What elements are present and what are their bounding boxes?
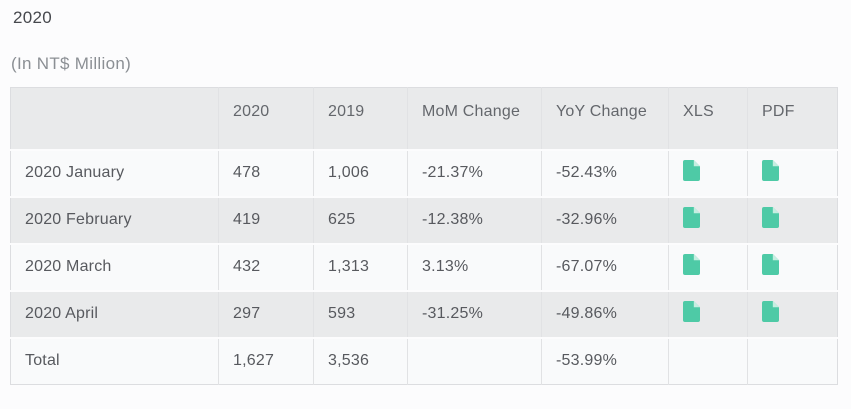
column-header-xls: XLS: [668, 87, 748, 151]
column-header-month: [10, 87, 219, 151]
pdf-cell: [747, 149, 838, 198]
file-icon: [762, 207, 779, 228]
row-label-cell: 2020 April: [10, 290, 219, 339]
report-page: 2020 (In NT$ Million) 2020 2019 MoM Chan…: [10, 8, 838, 385]
row-label-cell: 2020 March: [10, 243, 219, 292]
pdf-cell: [747, 196, 838, 245]
xls-cell: [668, 196, 748, 245]
value-2019-cell: 3,536: [313, 337, 408, 385]
mom-change-cell: -31.25%: [407, 290, 542, 339]
column-header-pdf: PDF: [747, 87, 838, 151]
file-icon: [683, 207, 700, 228]
yoy-change-cell: -52.43%: [541, 149, 669, 198]
pdf-download-link[interactable]: [762, 160, 779, 181]
value-2020-cell: 432: [218, 243, 314, 292]
value-2019-cell: 593: [313, 290, 408, 339]
xls-download-link[interactable]: [683, 207, 700, 228]
mom-change-cell: -12.38%: [407, 196, 542, 245]
file-icon: [683, 160, 700, 181]
pdf-download-link[interactable]: [762, 207, 779, 228]
pdf-cell: [747, 337, 838, 385]
table-row: Total 1,627 3,536 -53.99%: [10, 337, 838, 385]
xls-cell: [668, 337, 748, 385]
table-header-row: 2020 2019 MoM Change YoY Change XLS PDF: [10, 87, 838, 151]
mom-change-cell: -21.37%: [407, 149, 542, 198]
value-2019-cell: 625: [313, 196, 408, 245]
xls-download-link[interactable]: [683, 160, 700, 181]
monthly-revenue-table: 2020 2019 MoM Change YoY Change XLS PDF …: [10, 87, 838, 385]
value-2020-cell: 297: [218, 290, 314, 339]
yoy-change-cell: -49.86%: [541, 290, 669, 339]
pdf-download-link[interactable]: [762, 254, 779, 275]
value-2020-cell: 478: [218, 149, 314, 198]
table-row: 2020 March 432 1,313 3.13% -67.07%: [10, 243, 838, 292]
pdf-cell: [747, 290, 838, 339]
table-row: 2020 February 419 625 -12.38% -32.96%: [10, 196, 838, 245]
xls-download-link[interactable]: [683, 301, 700, 322]
table-body: 2020 January 478 1,006 -21.37% -52.43% 2020 …: [10, 149, 838, 385]
file-icon: [762, 301, 779, 322]
file-icon: [683, 254, 700, 275]
xls-cell: [668, 149, 748, 198]
page-subtitle: (In NT$ Million): [11, 54, 132, 73]
xls-cell: [668, 290, 748, 339]
value-2020-cell: 419: [218, 196, 314, 245]
file-icon: [762, 254, 779, 275]
yoy-change-cell: -53.99%: [541, 337, 669, 385]
row-label-cell: 2020 January: [10, 149, 219, 198]
pdf-cell: [747, 243, 838, 292]
column-header-2020: 2020: [218, 87, 314, 151]
column-header-yoy-change: YoY Change: [541, 87, 669, 151]
value-2020-cell: 1,627: [218, 337, 314, 385]
value-2019-cell: 1,006: [313, 149, 408, 198]
xls-download-link[interactable]: [683, 254, 700, 275]
table-row: 2020 April 297 593 -31.25% -49.86%: [10, 290, 838, 339]
yoy-change-cell: -32.96%: [541, 196, 669, 245]
yoy-change-cell: -67.07%: [541, 243, 669, 292]
row-label-cell: 2020 February: [10, 196, 219, 245]
column-header-mom-change: MoM Change: [407, 87, 542, 151]
table-row: 2020 January 478 1,006 -21.37% -52.43%: [10, 149, 838, 198]
column-header-2019: 2019: [313, 87, 408, 151]
value-2019-cell: 1,313: [313, 243, 408, 292]
file-icon: [683, 301, 700, 322]
table-header: 2020 2019 MoM Change YoY Change XLS PDF: [10, 87, 838, 151]
xls-cell: [668, 243, 748, 292]
row-label-cell: Total: [10, 337, 219, 385]
page-title: 2020: [13, 8, 53, 27]
pdf-download-link[interactable]: [762, 301, 779, 322]
mom-change-cell: [407, 337, 542, 385]
mom-change-cell: 3.13%: [407, 243, 542, 292]
file-icon: [762, 160, 779, 181]
